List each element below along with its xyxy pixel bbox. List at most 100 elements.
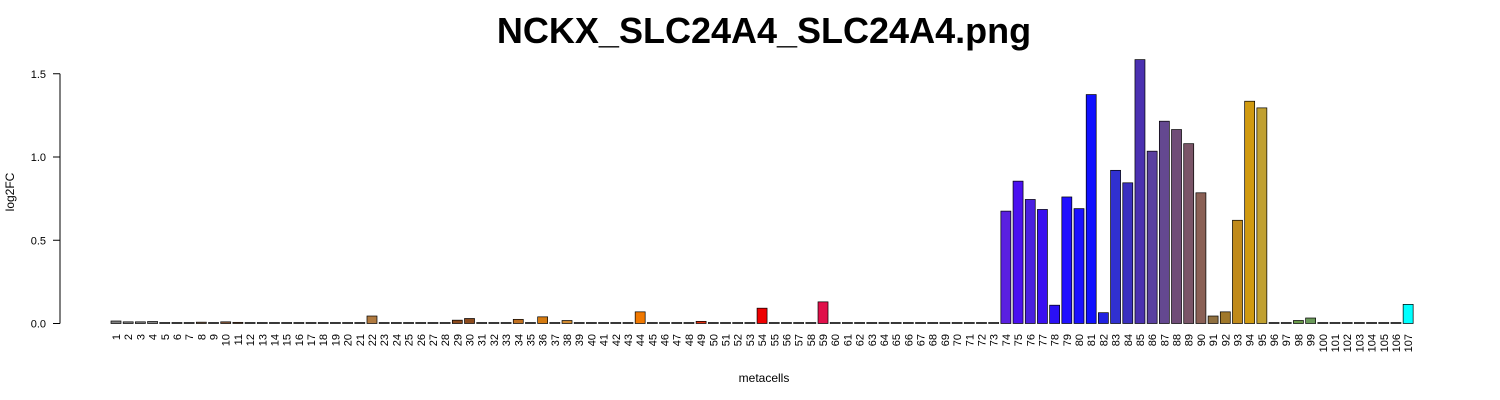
x-tick-label: 51 bbox=[721, 334, 733, 346]
bar-metacell-83 bbox=[1110, 169, 1121, 324]
x-tick-label: 87 bbox=[1159, 334, 1171, 346]
bar-metacell-77 bbox=[1037, 209, 1048, 324]
x-tick-label: 94 bbox=[1245, 334, 1257, 346]
x-tick-label: 54 bbox=[757, 334, 769, 346]
x-tick-label: 90 bbox=[1196, 334, 1208, 346]
x-tick-label: 35 bbox=[525, 334, 537, 346]
bar-metacell-61 bbox=[842, 322, 853, 324]
x-tick-label: 96 bbox=[1269, 334, 1281, 346]
bar-metacell-3 bbox=[135, 321, 146, 324]
x-tick-label: 26 bbox=[416, 334, 428, 346]
bar-metacell-41 bbox=[598, 322, 609, 324]
x-tick-label: 93 bbox=[1232, 334, 1244, 346]
bar-metacell-7 bbox=[183, 322, 195, 324]
x-tick-label: 68 bbox=[928, 334, 940, 346]
bar-metacell-43 bbox=[622, 322, 634, 324]
x-tick-label: 67 bbox=[916, 334, 928, 346]
bar-metacell-76 bbox=[1024, 199, 1036, 324]
bar-metacell-72 bbox=[976, 322, 987, 324]
bar-metacell-12 bbox=[244, 322, 256, 324]
x-tick-label: 48 bbox=[684, 334, 696, 346]
bar-metacell-21 bbox=[354, 322, 366, 324]
bar-metacell-94 bbox=[1244, 100, 1256, 324]
bar-metacell-55 bbox=[768, 322, 780, 324]
bar-metacell-69 bbox=[939, 322, 951, 324]
x-tick-label: 21 bbox=[355, 334, 367, 346]
x-tick-label: 99 bbox=[1306, 334, 1318, 346]
bar-metacell-22 bbox=[366, 315, 378, 324]
x-tick-label: 10 bbox=[221, 334, 233, 346]
bar-metacell-1 bbox=[110, 320, 122, 324]
bar-metacell-20 bbox=[342, 322, 353, 324]
bar-metacell-96 bbox=[1268, 322, 1280, 324]
x-tick-label: 58 bbox=[806, 334, 818, 346]
bar-metacell-62 bbox=[854, 322, 865, 324]
bar-metacell-6 bbox=[171, 322, 183, 324]
x-tick-label: 95 bbox=[1257, 334, 1269, 346]
x-tick-label: 33 bbox=[501, 334, 513, 346]
x-tick-label: 28 bbox=[440, 334, 452, 346]
bar-metacell-35 bbox=[525, 322, 536, 324]
x-tick-label: 57 bbox=[794, 334, 806, 346]
x-tick-label: 103 bbox=[1354, 334, 1366, 352]
x-tick-label: 89 bbox=[1184, 334, 1196, 346]
x-tick-label: 41 bbox=[599, 334, 611, 346]
bar-metacell-51 bbox=[720, 322, 731, 324]
bar-metacell-16 bbox=[293, 322, 305, 324]
bar-metacell-37 bbox=[549, 322, 561, 324]
x-tick-label: 42 bbox=[611, 334, 623, 346]
bar-metacell-73 bbox=[988, 322, 1000, 324]
bar-metacell-49 bbox=[695, 320, 707, 324]
bar-metacell-46 bbox=[659, 322, 670, 324]
bar-metacell-92 bbox=[1219, 311, 1231, 324]
bar-metacell-70 bbox=[951, 322, 963, 324]
bar-metacell-59 bbox=[817, 301, 829, 324]
x-tick-label: 6 bbox=[172, 334, 184, 340]
bar-metacell-11 bbox=[232, 321, 244, 324]
bar-metacell-30 bbox=[464, 318, 475, 324]
bar-metacell-103 bbox=[1354, 322, 1365, 324]
bar-metacell-18 bbox=[317, 322, 329, 324]
x-tick-label: 92 bbox=[1220, 334, 1232, 346]
x-tick-label: 78 bbox=[1050, 334, 1062, 346]
x-tick-label: 36 bbox=[538, 334, 550, 346]
x-tick-label: 70 bbox=[952, 334, 964, 346]
x-tick-label: 44 bbox=[635, 334, 647, 346]
x-tick-label: 32 bbox=[489, 334, 501, 346]
x-tick-label: 39 bbox=[574, 334, 586, 346]
x-tick-label: 11 bbox=[233, 334, 245, 345]
x-tick-label: 102 bbox=[1342, 334, 1354, 352]
x-tick-label: 80 bbox=[1074, 334, 1086, 346]
bar-metacell-86 bbox=[1146, 150, 1158, 324]
bar-metacell-64 bbox=[878, 322, 890, 324]
x-tick-label: 64 bbox=[879, 334, 891, 346]
bar-metacell-90 bbox=[1195, 192, 1207, 324]
bar-metacell-26 bbox=[415, 322, 427, 324]
bar-metacell-24 bbox=[391, 322, 402, 324]
x-tick-label: 75 bbox=[1013, 334, 1025, 346]
x-tick-label: 72 bbox=[976, 334, 988, 346]
bar-metacell-44 bbox=[634, 311, 646, 324]
bar-metacell-89 bbox=[1183, 143, 1195, 324]
bar-metacell-32 bbox=[488, 322, 500, 324]
bar-metacell-104 bbox=[1366, 322, 1377, 324]
y-tick-label: 1.0 bbox=[31, 152, 46, 164]
bar-metacell-100 bbox=[1317, 322, 1329, 324]
bar-metacell-23 bbox=[378, 322, 390, 324]
x-tick-label: 62 bbox=[855, 334, 867, 346]
bar-metacell-65 bbox=[890, 322, 902, 324]
x-tick-label: 100 bbox=[1318, 334, 1330, 352]
x-tick-label: 79 bbox=[1062, 334, 1074, 346]
bar-metacell-67 bbox=[915, 322, 926, 324]
x-tick-label: 17 bbox=[306, 334, 318, 346]
bar-metacell-17 bbox=[305, 322, 317, 324]
x-tick-label: 88 bbox=[1172, 334, 1184, 346]
bar-metacell-79 bbox=[1061, 196, 1073, 324]
x-tick-label: 71 bbox=[964, 334, 976, 346]
y-tick-label: 0.0 bbox=[31, 319, 46, 331]
x-tick-label: 20 bbox=[343, 334, 355, 346]
bar-metacell-106 bbox=[1390, 322, 1402, 324]
x-tick-label: 47 bbox=[672, 334, 684, 346]
x-tick-label: 3 bbox=[135, 334, 147, 340]
bar-metacell-28 bbox=[439, 322, 451, 324]
